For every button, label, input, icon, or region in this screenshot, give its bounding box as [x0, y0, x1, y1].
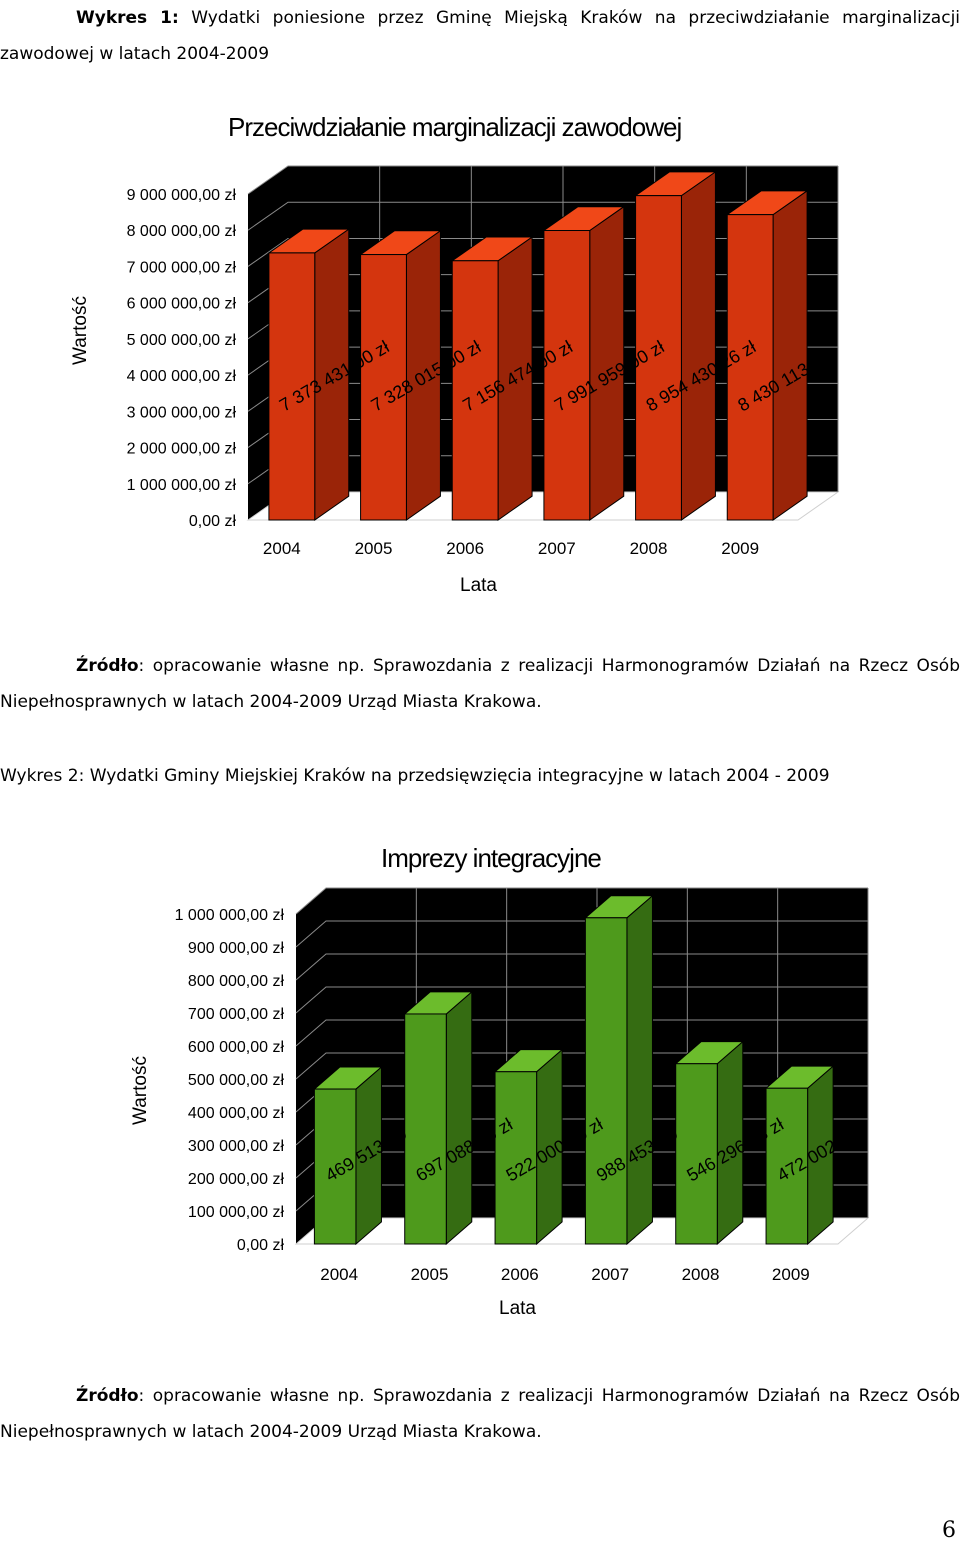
chart2-y-tick-label: 500 000,00 zł: [188, 1072, 285, 1089]
chart1-y-tick-label: 2 000 000,00 zł: [127, 441, 237, 458]
chart1-title: Przeciwdziałanie marginalizacji zawodowe…: [228, 112, 682, 142]
chart2-bar: [404, 1013, 447, 1245]
chart1-bar: [268, 252, 316, 521]
chart1-bar-side: [772, 189, 808, 521]
chart1-x-axis-title: Lata: [460, 575, 497, 596]
chart1-caption-text-1: Wydatki poniesione przez Gminę Miejską K…: [191, 8, 960, 28]
chart1-x-tick-label: 2007: [538, 539, 576, 558]
chart1-bar: [726, 214, 774, 521]
chart1-bar: [543, 230, 591, 521]
chart1-caption-label: Wykres 1:: [76, 8, 179, 28]
chart2-bar: [494, 1071, 538, 1245]
page-number: 6: [942, 1518, 956, 1543]
chart2-bar: [675, 1063, 718, 1245]
chart2-y-tick-label: 300 000,00 zł: [188, 1138, 285, 1155]
chart2-x-tick-label: 2005: [411, 1265, 449, 1284]
chart2-x-tick-label: 2004: [320, 1265, 358, 1284]
chart1-source: Źródło: opracowanie własne np. Sprawozda…: [0, 648, 960, 720]
chart2-plot: 0,00 zł 100 000,00 zł 200 000,00 zł 300 000…: [175, 887, 870, 1284]
chart2-source-text-2: Niepełnosprawnych w latach 2004-2009 Urz…: [0, 1422, 542, 1442]
chart1-y-tick-label: 1 000 000,00 zł: [127, 477, 237, 494]
chart1-y-tick-label: 6 000 000,00 zł: [127, 296, 237, 313]
chart1-caption: Wykres 1: Wydatki poniesione przez Gminę…: [0, 0, 960, 72]
chart2-caption-text: : Wydatki Gminy Miejskiej Kraków na prze…: [78, 766, 830, 786]
chart1-y-tick-label: 0,00 zł: [189, 513, 237, 530]
chart1-x-tick-label: 2004: [263, 539, 301, 558]
chart2-bar: [765, 1087, 809, 1245]
chart1-source-text-1: : opracowanie własne np. Sprawozdania z …: [138, 656, 960, 676]
chart2-caption: Wykres 2: Wydatki Gminy Miejskiej Kraków…: [0, 758, 960, 794]
chart2-y-tick-label: 200 000,00 zł: [188, 1171, 285, 1188]
chart2-y-tick-label: 800 000,00 zł: [188, 973, 285, 990]
chart1-source-label: Źródło: [76, 656, 139, 676]
chart2-title: Imprezy integracyjne: [381, 843, 602, 873]
chart1-bar: [451, 260, 499, 521]
chart2-y-tick-label: 1 000 000,00 zł: [175, 907, 285, 924]
chart1-source-text-2: Niepełnosprawnych w latach 2004-2009 Urz…: [0, 692, 542, 712]
chart1-y-tick-label: 3 000 000,00 zł: [127, 404, 237, 421]
chart1-bar: [635, 195, 682, 521]
chart2-x-tick-label: 2007: [591, 1265, 629, 1284]
chart1-x-tick-label: 2008: [630, 539, 668, 558]
chart1-plot: 0,00 zł 1 000 000,00 zł 2 000 000,00 zł 3 0…: [127, 165, 840, 558]
chart2-bar-side: [626, 894, 653, 1246]
chart1-y-tick-label: 7 000 000,00 zł: [127, 259, 237, 276]
chart2-source-text-1: : opracowanie własne np. Sprawozdania z …: [138, 1386, 960, 1406]
chart2-caption-label: Wykres 2: [0, 766, 79, 786]
chart2-x-tick-label: 2006: [501, 1265, 539, 1284]
chart1-x-tick-label: 2009: [721, 539, 759, 558]
chart1-x-tick-label: 2005: [355, 539, 393, 558]
chart2-bar: [313, 1088, 357, 1245]
chart1-y-tick-label: 8 000 000,00 zł: [127, 223, 237, 240]
chart2-y-tick-label: 400 000,00 zł: [188, 1105, 285, 1122]
chart2-y-tick-label: 700 000,00 zł: [188, 1006, 285, 1023]
chart2-y-tick-label: 600 000,00 zł: [188, 1039, 285, 1056]
chart1-bar-side: [680, 170, 716, 521]
chart2-bar-side: [445, 990, 473, 1246]
chart1-x-tick-label: 2006: [446, 539, 484, 558]
chart1-y-tick-label: 5 000 000,00 zł: [127, 332, 237, 349]
chart2-source: Źródło: opracowanie własne np. Sprawozda…: [0, 1378, 960, 1450]
chart2-y-tick-label: 900 000,00 zł: [188, 940, 285, 957]
chart2-x-tick-label: 2008: [682, 1265, 720, 1284]
chart1-bar: [360, 254, 407, 521]
chart1-y-tick-label: 4 000 000,00 zł: [127, 368, 237, 385]
chart2-source-label: Źródło: [76, 1386, 139, 1406]
chart2-bar: [584, 917, 628, 1245]
chart2-y-tick-label: 0,00 zł: [237, 1237, 285, 1254]
chart1-caption-text-2: zawodowej w latach 2004-2009: [0, 44, 270, 64]
chart2-x-tick-label: 2009: [772, 1265, 810, 1284]
chart2-x-axis-title: Lata: [499, 1298, 536, 1319]
chart1-y-tick-label: 9 000 000,00 zł: [127, 187, 237, 204]
chart2-y-tick-label: 100 000,00 zł: [188, 1204, 285, 1221]
